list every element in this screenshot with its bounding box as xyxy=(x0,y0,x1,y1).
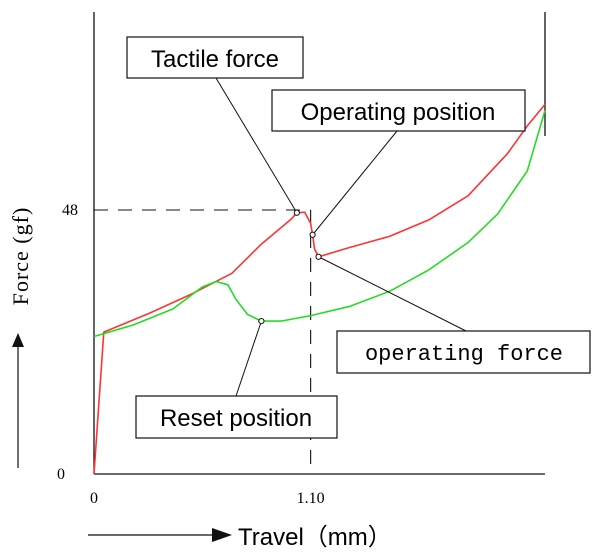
series-line-1 xyxy=(93,110,546,338)
annotation-point-1 xyxy=(309,231,316,238)
leader-line-tactile-force xyxy=(215,77,298,214)
annotation-leaders xyxy=(215,77,467,397)
x-tick-label-0: 0 xyxy=(90,490,98,507)
callout-label-operating-position: Operating position xyxy=(301,99,496,126)
y-tick-label-0: 0 xyxy=(57,466,65,483)
callout-label-tactile-force: Tactile force xyxy=(151,46,279,73)
y-axis-title-group: Force (gf) xyxy=(8,207,33,468)
callout-label-operating-force: operating force xyxy=(365,342,563,367)
x-axis-title-group: Travel（mm） xyxy=(88,524,392,551)
leader-line-reset-position xyxy=(235,320,262,397)
y-tick-label-48: 48 xyxy=(62,202,78,219)
x-axis-title: Travel（mm） xyxy=(238,524,392,551)
callout-operating-position: Operating position xyxy=(271,89,526,132)
annotation-markers xyxy=(258,209,322,325)
annotation-point-3 xyxy=(258,318,265,325)
y-axis-title: Force (gf) xyxy=(8,207,33,306)
x-tick-label-1-10: 1.10 xyxy=(297,490,325,507)
annotation-point-2 xyxy=(315,253,322,260)
x-axis-arrow-head-icon xyxy=(212,528,232,542)
callout-tactile-force: Tactile force xyxy=(126,36,304,79)
callout-operating-force: operating force xyxy=(336,330,591,374)
callout-reset-position: Reset position xyxy=(135,395,338,439)
leader-line-operating-force xyxy=(318,256,467,332)
callout-label-reset-position: Reset position xyxy=(160,405,312,432)
leader-line-operating-position xyxy=(312,130,398,236)
annotation-point-0 xyxy=(293,209,300,216)
series-layer xyxy=(93,103,546,475)
y-axis-arrow-head-icon xyxy=(12,333,24,347)
